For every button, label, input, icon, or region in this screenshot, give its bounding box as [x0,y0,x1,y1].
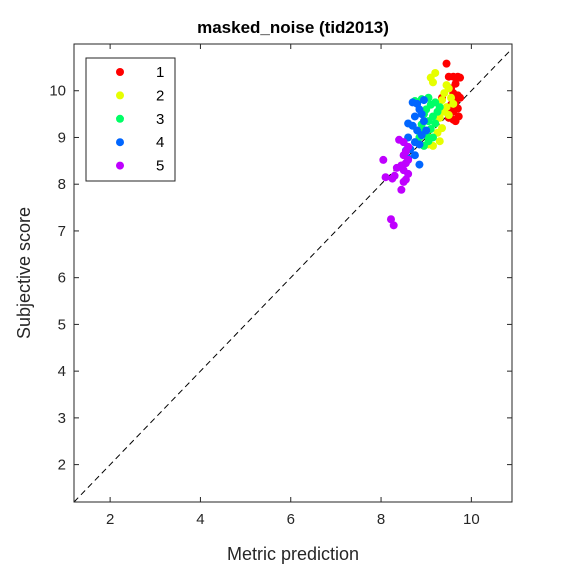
data-point-series-2 [435,137,444,146]
x-tick-label: 4 [196,511,204,528]
x-tick-label: 2 [106,511,114,528]
chart-title: masked_noise (tid2013) [197,18,389,37]
data-point-series-5 [389,221,398,230]
legend: 1 2 3 4 5 [85,57,176,182]
legend-marker-series-4 [116,138,124,147]
legend-marker-series-2 [116,91,124,100]
data-point-series-1 [442,59,451,68]
data-point-series-5 [392,163,401,172]
data-point-series-4 [419,117,428,126]
data-point-series-2 [428,78,437,87]
data-point-series-2 [438,96,447,105]
data-point-series-5 [388,174,397,183]
legend-marker-series-1 [116,68,124,76]
y-tick-label: 6 [58,270,66,287]
data-point-series-4 [422,126,431,135]
y-tick-label: 4 [58,363,66,380]
data-point-series-5 [399,177,408,186]
legend-label-series-5: 5 [156,158,164,175]
y-tick-label: 10 [49,83,66,100]
y-tick-label: 3 [58,410,66,427]
data-points [379,59,465,230]
legend-marker-series-3 [116,114,124,123]
data-point-series-1 [451,117,460,126]
legend-marker-series-5 [116,161,124,170]
data-point-series-2 [447,93,456,102]
x-tick-label: 10 [463,511,480,528]
plot-frame [73,43,513,503]
data-point-series-2 [444,111,453,120]
data-point-series-5 [381,173,390,182]
y-axis-ticks: 2 3 4 5 6 7 8 9 10 [49,83,512,474]
data-point-series-2 [440,89,449,98]
y-tick-label: 2 [58,457,66,474]
y-tick-label: 5 [58,316,66,333]
data-point-series-4 [415,160,424,169]
data-point-series-4 [415,140,424,149]
y-axis-label: Subjective score [14,207,34,339]
data-point-series-4 [410,151,419,160]
x-axis-label: Metric prediction [227,544,359,564]
y-tick-label: 8 [58,176,66,193]
data-point-series-4 [417,110,426,119]
data-point-series-2 [449,99,458,108]
data-point-series-1 [456,73,465,82]
data-point-series-5 [386,215,395,224]
data-point-series-4 [410,112,419,121]
legend-label-series-2: 2 [156,87,164,104]
legend-label-series-3: 3 [156,111,164,128]
data-point-series-2 [431,68,440,77]
data-point-series-4 [419,96,428,105]
x-tick-label: 6 [287,511,295,528]
data-point-series-2 [435,113,444,122]
y-tick-label: 7 [58,223,66,240]
legend-box [85,57,176,182]
data-point-series-5 [397,185,406,194]
x-axis-ticks: 2 4 6 8 10 [106,44,480,528]
data-point-series-3 [431,119,440,128]
legend-label-series-4: 4 [156,134,164,151]
x-tick-label: 8 [377,511,385,528]
y-tick-label: 9 [58,129,66,146]
data-point-series-5 [379,155,388,164]
legend-label-series-1: 1 [156,64,164,81]
